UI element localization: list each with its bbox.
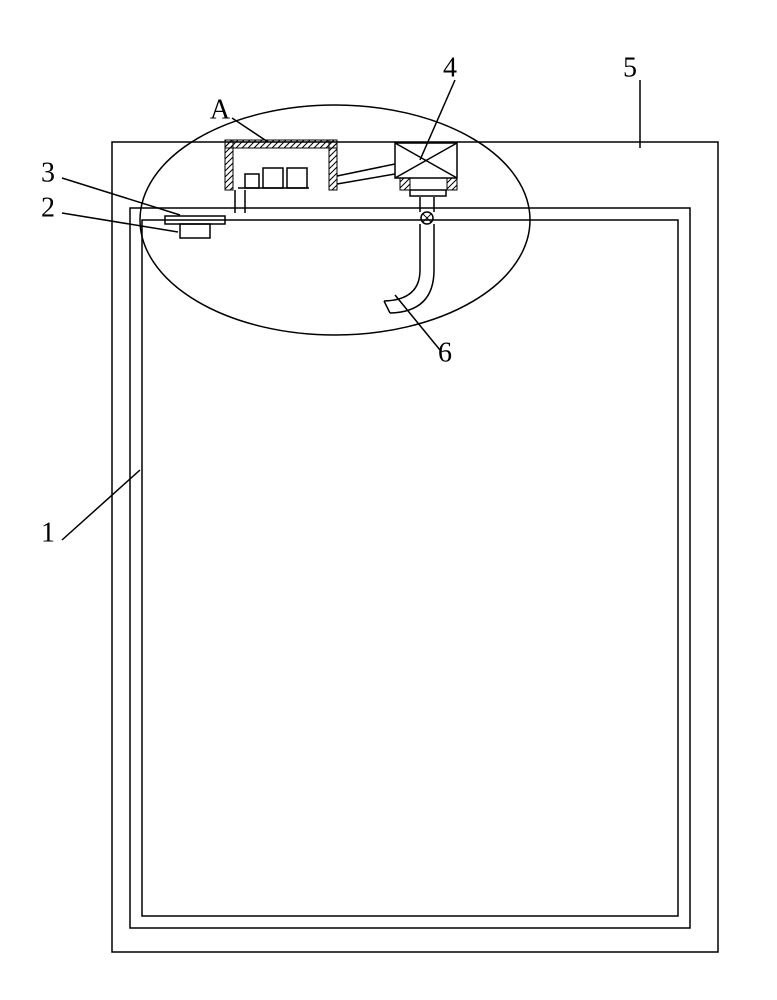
fan-unit: [395, 143, 457, 196]
inner-frame-inner: [142, 220, 678, 916]
curved-pipe: [384, 197, 434, 313]
svg-text:6: 6: [438, 337, 452, 368]
inner-frame-outer: [130, 208, 690, 928]
svg-text:2: 2: [41, 192, 55, 223]
technical-diagram: A 1 2 3 4 5 6: [0, 0, 777, 1000]
control-housing: [225, 140, 337, 213]
svg-text:1: 1: [41, 517, 55, 548]
svg-text:4: 4: [443, 52, 457, 83]
outer-panel: [112, 142, 718, 952]
pipe-connector: [337, 164, 395, 184]
svg-text:5: 5: [623, 52, 637, 83]
svg-text:A: A: [210, 94, 231, 125]
leader-lines: [62, 80, 640, 540]
svg-text:3: 3: [41, 157, 55, 188]
